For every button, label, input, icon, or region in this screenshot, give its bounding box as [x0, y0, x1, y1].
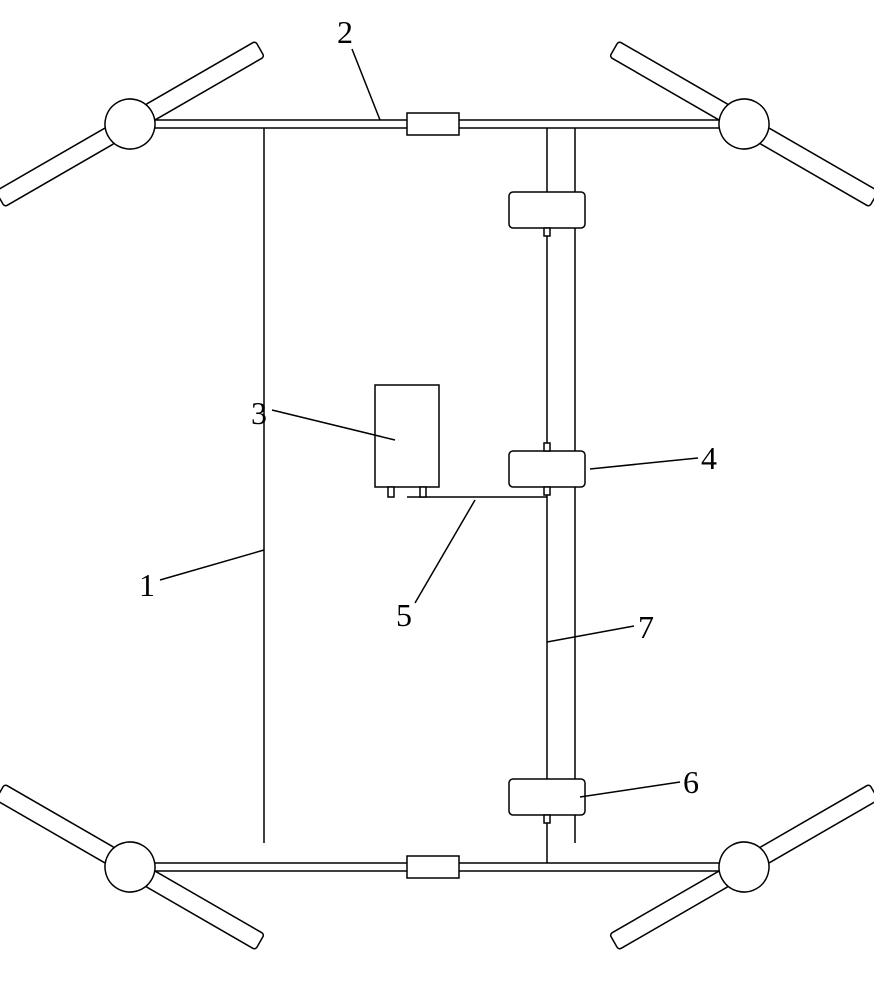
label-4: 4: [701, 440, 717, 477]
label-2: 2: [337, 14, 353, 51]
propeller-0: [0, 27, 272, 220]
propeller-2: [0, 770, 272, 963]
label-5: 5: [396, 597, 412, 634]
component-3: [375, 385, 439, 487]
propeller-3: [602, 770, 874, 963]
leader-4: [590, 458, 698, 469]
connector-bottom: [407, 856, 459, 878]
technical-diagram: [0, 0, 874, 1000]
connector-top: [407, 113, 459, 135]
leader-1: [160, 550, 264, 580]
label-6: 6: [683, 764, 699, 801]
leader-7: [547, 626, 634, 642]
component-4: [509, 451, 585, 487]
disc-top: [509, 192, 585, 228]
label-3: 3: [251, 395, 267, 432]
leader-2: [352, 49, 380, 120]
label-7: 7: [638, 609, 654, 646]
leader-6: [580, 782, 680, 797]
leader-5: [415, 500, 475, 603]
component-6: [509, 779, 585, 815]
component-3-stud: [388, 487, 394, 497]
propeller-1: [602, 27, 874, 220]
component-3-stud: [420, 487, 426, 497]
label-1: 1: [139, 567, 155, 604]
